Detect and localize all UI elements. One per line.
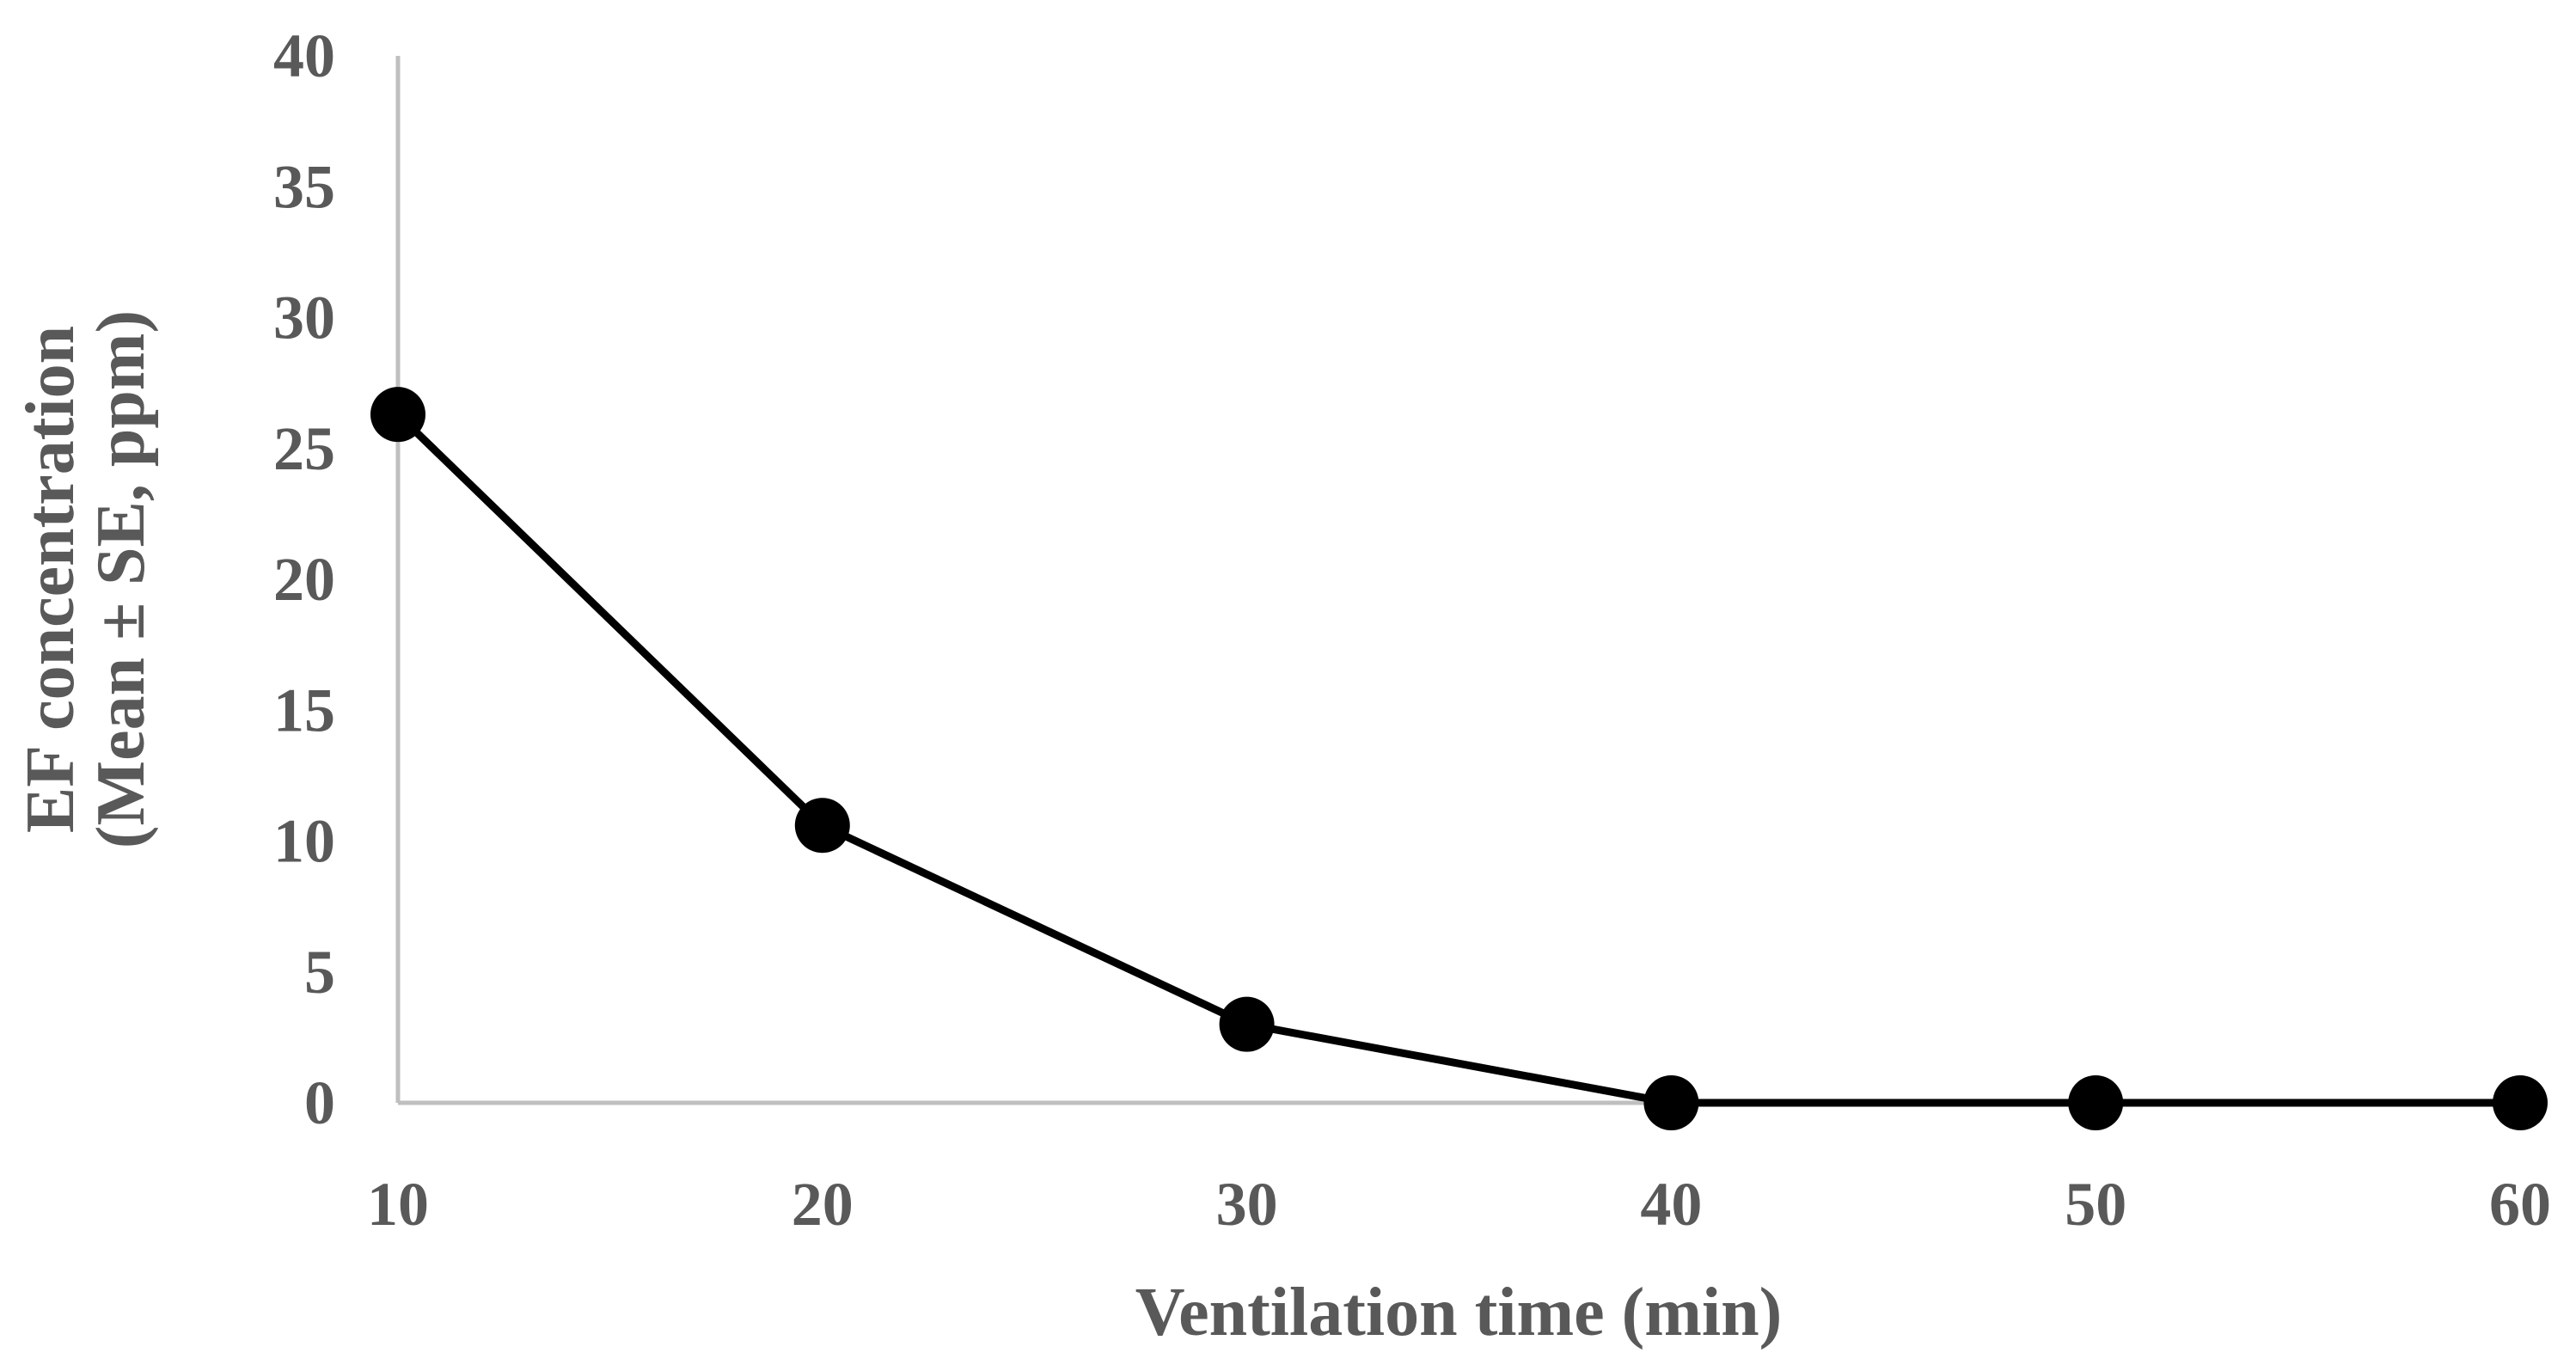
x-axis-title: Ventilation time (min)	[1135, 1275, 1783, 1350]
y-tick-label: 40	[273, 21, 335, 90]
y-tick-label: 35	[273, 152, 335, 221]
y-tick-labels: 0 5 10 15 20 25 30 35 40	[273, 21, 335, 1137]
error-bars	[388, 396, 1257, 1032]
y-tick-label: 30	[273, 284, 335, 352]
x-tick-label: 10	[367, 1170, 429, 1239]
data-points	[370, 387, 2548, 1130]
data-point	[2493, 1075, 2548, 1130]
y-tick-label: 0	[304, 1068, 335, 1137]
x-tick-label: 60	[2489, 1170, 2551, 1239]
data-point	[794, 798, 850, 854]
x-tick-label: 50	[2065, 1170, 2126, 1239]
x-tick-label: 40	[1640, 1170, 1702, 1239]
data-point	[1643, 1075, 1699, 1130]
data-point	[1219, 996, 1275, 1052]
y-tick-label: 20	[273, 545, 335, 614]
data-point	[370, 387, 425, 443]
data-point	[2068, 1075, 2124, 1130]
y-tick-label: 15	[273, 676, 335, 744]
y-axis-title-line-1: EF concentration	[13, 326, 89, 833]
x-tick-label: 30	[1216, 1170, 1278, 1239]
y-tick-label: 5	[304, 938, 335, 1007]
y-axis-title-line-2: (Mean ± SE, ppm)	[83, 310, 159, 848]
y-tick-label: 10	[273, 807, 335, 876]
y-axis-title: EF concentration (Mean ± SE, ppm)	[13, 310, 159, 848]
x-tick-labels: 10 20 30 40 50 60	[367, 1170, 2551, 1239]
x-tick-label: 20	[792, 1170, 854, 1239]
y-tick-label: 25	[273, 414, 335, 483]
chart-axes	[395, 56, 2520, 1105]
series-line	[394, 410, 2524, 1107]
series-lines	[394, 410, 2524, 1107]
